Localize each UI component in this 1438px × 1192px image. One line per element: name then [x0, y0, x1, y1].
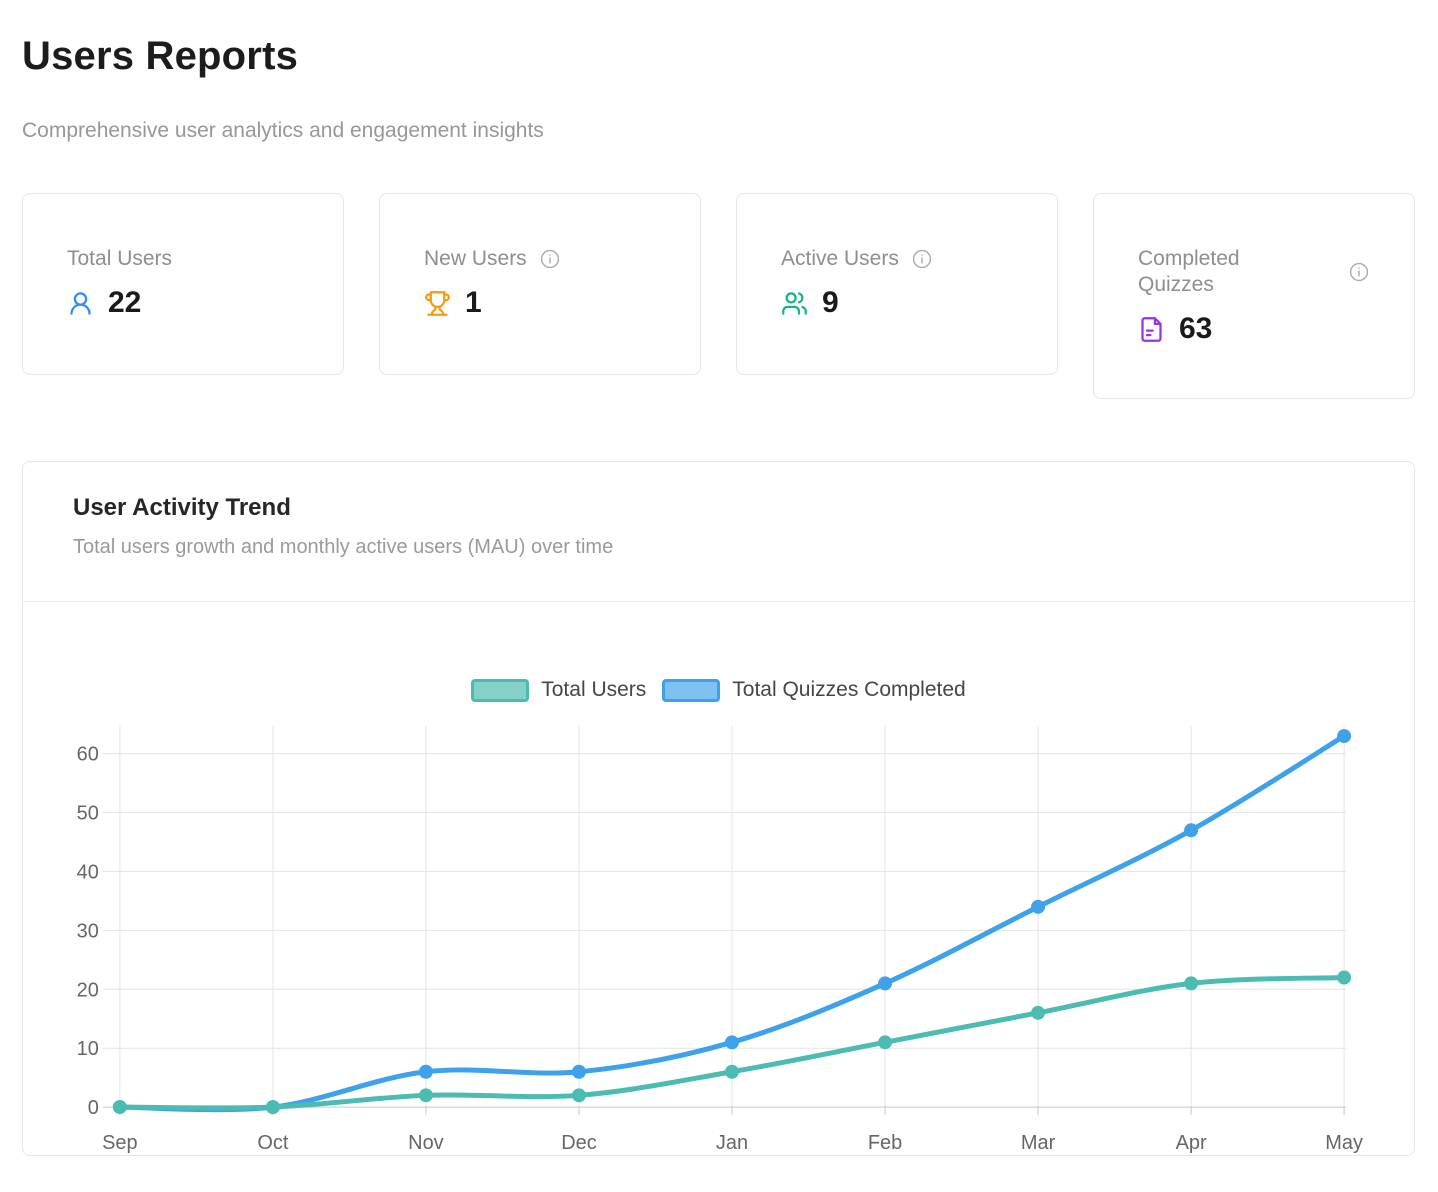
data-point — [1031, 899, 1046, 914]
y-tick-label: 30 — [77, 920, 99, 942]
data-point — [1031, 1005, 1046, 1020]
legend-swatch — [662, 678, 721, 702]
data-point — [418, 1064, 433, 1079]
legend-label: Total Users — [541, 678, 647, 701]
stat-card-new-users: New Users — [379, 193, 701, 375]
data-point — [1337, 729, 1352, 744]
stat-card-completed-quizzes: Completed Quizzes 63 — [1093, 193, 1415, 399]
legend-item-total-users[interactable]: Total Users — [471, 678, 646, 702]
stat-label: Active Users — [781, 247, 899, 270]
data-point — [1184, 823, 1199, 838]
data-point — [265, 1100, 280, 1115]
x-tick-label: Sep — [102, 1132, 138, 1154]
chart-canvas[interactable]: 0 10 20 30 40 50 60 Sep Oct Nov Dec Jan Feb Mar Apr May… — [23, 601, 1414, 1155]
x-tick-label: Oct — [257, 1132, 289, 1154]
chart-legend: Total Users Total Quizzes Completed — [23, 678, 1414, 702]
y-tick-label: 50 — [77, 803, 99, 825]
x-tick-label: May — [1325, 1132, 1363, 1154]
data-point — [724, 1035, 739, 1050]
stat-value: 22 — [108, 286, 142, 319]
series-total-users — [112, 970, 1352, 1115]
trophy-icon — [424, 290, 451, 317]
stat-value-row: 63 — [1138, 312, 1370, 346]
stat-label: Total Users — [67, 247, 173, 270]
stat-value: 1 — [465, 286, 482, 319]
stat-card-header: Total Users — [67, 246, 299, 272]
x-tick-label: Jan — [716, 1132, 748, 1154]
legend-swatch — [471, 678, 530, 702]
x-tick-label: Feb — [868, 1132, 902, 1154]
stats-row: Total Users 22 New Users — [22, 193, 1415, 399]
stat-card-header: New Users — [424, 246, 656, 272]
data-point — [112, 1100, 127, 1115]
data-point — [572, 1088, 586, 1103]
chart-subtitle: Total users growth and monthly active us… — [73, 536, 614, 558]
stat-label: New Users — [424, 247, 527, 270]
y-tick-label: 40 — [77, 862, 99, 884]
stat-value: 9 — [822, 286, 839, 319]
info-icon[interactable] — [1348, 261, 1370, 283]
data-point — [724, 1064, 739, 1079]
info-icon[interactable] — [911, 248, 933, 270]
stat-label: Completed Quizzes — [1138, 247, 1240, 296]
x-tick-label: Dec — [561, 1132, 597, 1154]
stat-value: 63 — [1179, 312, 1213, 345]
x-tick-label: Apr — [1176, 1132, 1207, 1154]
stat-card-header: Active Users — [781, 246, 1013, 272]
file-text-icon — [1138, 316, 1165, 343]
y-tick-label: 10 — [77, 1038, 99, 1060]
chart-title: User Activity Trend — [73, 494, 291, 521]
axis-labels: 0 10 20 30 40 50 60 Sep Oct Nov Dec Jan Feb Mar Apr May — [77, 744, 1363, 1154]
legend-item-total-quizzes-completed[interactable]: Total Quizzes Completed — [662, 678, 966, 702]
stat-value-row: 1 — [424, 286, 656, 320]
stat-card-total-users: Total Users 22 — [22, 193, 344, 375]
stat-card-header: Completed Quizzes — [1138, 246, 1370, 298]
stat-value-row: 22 — [67, 286, 299, 320]
data-point — [1184, 976, 1199, 991]
data-point — [1337, 970, 1352, 985]
page-subtitle: Comprehensive user analytics and engagem… — [22, 119, 544, 142]
x-tick-label: Nov — [408, 1132, 444, 1154]
data-point — [878, 1035, 893, 1050]
stat-value-row: 9 — [781, 286, 1013, 320]
x-tick-label: Mar — [1021, 1132, 1056, 1154]
data-point — [878, 976, 893, 991]
y-tick-label: 60 — [77, 744, 99, 766]
info-icon[interactable] — [539, 248, 561, 270]
activity-trend-chart: 0 10 20 30 40 50 60 Sep Oct Nov Dec Jan Feb Mar Apr May — [77, 725, 1363, 1154]
legend-label: Total Quizzes Completed — [732, 678, 966, 701]
data-point — [418, 1088, 433, 1103]
y-tick-label: 0 — [88, 1097, 99, 1119]
y-tick-label: 20 — [77, 979, 99, 1001]
stat-card-active-users: Active Users 9 — [736, 193, 1058, 375]
chart-card-header: User Activity Trend Total users growth a… — [23, 462, 1414, 601]
user-icon — [67, 290, 94, 317]
users-icon — [781, 290, 808, 317]
data-point — [572, 1064, 586, 1079]
page-title: Users Reports — [22, 34, 299, 78]
gridlines — [102, 725, 1347, 1108]
user-activity-trend-card: User Activity Trend Total users growth a… — [22, 461, 1415, 1156]
